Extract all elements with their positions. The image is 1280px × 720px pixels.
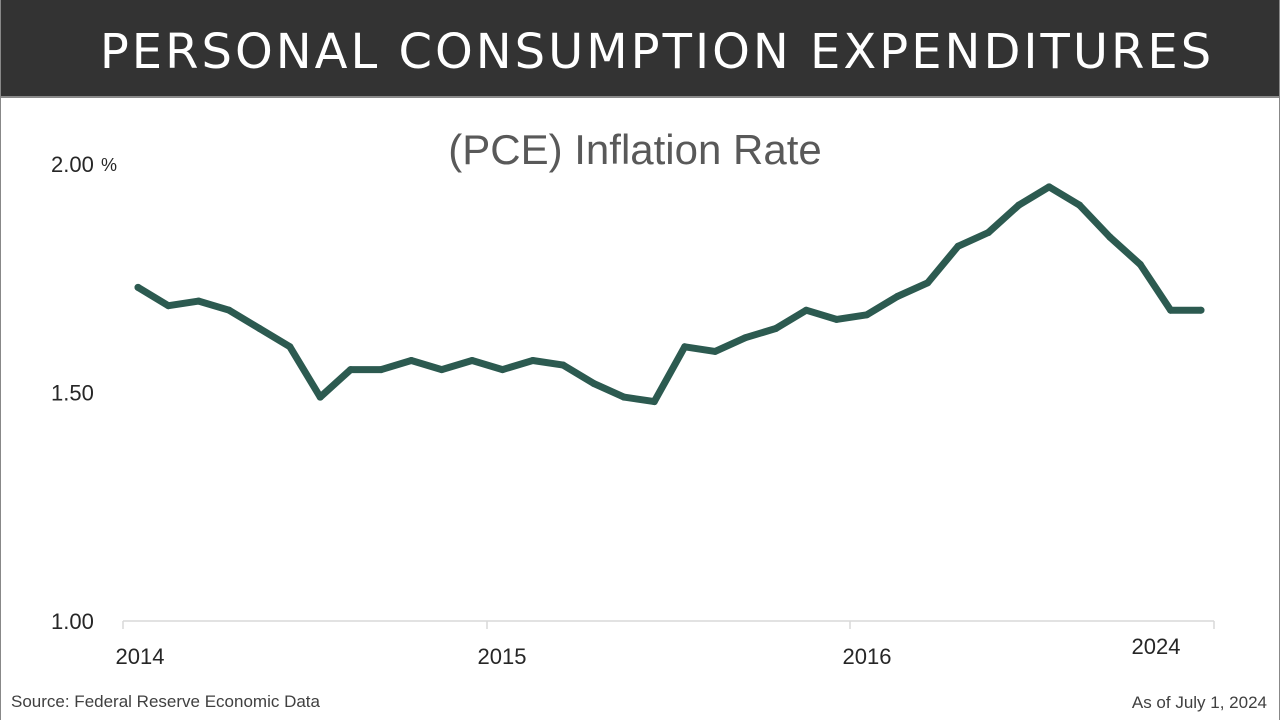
data-point <box>499 366 506 374</box>
y-tick-label: 1.00 <box>51 609 94 634</box>
series-layer <box>134 183 1205 406</box>
x-tick-label: 2014 <box>116 644 165 669</box>
data-point <box>225 306 233 314</box>
data-point <box>590 379 598 387</box>
y-unit-label: % <box>101 155 117 175</box>
data-point <box>1197 306 1205 314</box>
data-point <box>863 311 871 319</box>
data-point <box>1167 306 1175 314</box>
data-point <box>1106 233 1114 241</box>
x-tick-label: 2024 <box>1132 634 1181 659</box>
x-tick-label: 2016 <box>843 644 892 669</box>
x-axis <box>122 620 1215 629</box>
data-point <box>256 325 263 332</box>
data-point <box>316 393 324 401</box>
data-point <box>529 357 537 364</box>
series-line <box>134 183 1205 406</box>
x-tick-labels: 2014 2015 2016 2024 <box>116 634 1181 669</box>
data-point <box>195 297 203 305</box>
data-point <box>559 361 567 369</box>
data-point <box>833 315 840 323</box>
data-point <box>984 229 992 236</box>
page-title: PERSONAL CONSUMPTION EXPENDITURES <box>99 24 1215 80</box>
data-point <box>772 325 780 332</box>
data-point <box>407 357 415 364</box>
data-point <box>954 242 962 250</box>
header-bar: PERSONAL CONSUMPTION EXPENDITURES <box>1 0 1279 98</box>
data-point <box>438 366 446 374</box>
source-note: Source: Federal Reserve Economic Data <box>11 692 320 711</box>
y-tick-label: 1.50 <box>51 381 94 406</box>
data-point <box>468 357 476 364</box>
data-point <box>1015 201 1023 209</box>
data-point <box>377 366 385 374</box>
chart-title: (PCE) Inflation Rate <box>448 126 822 173</box>
data-point <box>893 293 901 300</box>
data-point <box>1045 183 1053 191</box>
data-point <box>620 393 628 401</box>
data-point <box>681 343 689 351</box>
data-point <box>650 398 658 406</box>
y-axis: 2.00 1.50 1.00% <box>51 152 117 634</box>
data-point <box>134 283 142 291</box>
data-point <box>347 366 355 374</box>
data-point <box>741 334 749 342</box>
data-point <box>286 343 294 351</box>
y-tick-label: 2.00 <box>51 152 94 177</box>
data-point <box>1136 261 1144 268</box>
data-point <box>711 347 719 355</box>
as-of-date: As of July 1, 2024 <box>1131 693 1267 712</box>
x-tick-label: 2015 <box>478 644 527 669</box>
data-point <box>924 279 932 287</box>
data-point <box>1076 201 1083 209</box>
data-point <box>802 306 810 314</box>
data-point <box>164 302 172 310</box>
